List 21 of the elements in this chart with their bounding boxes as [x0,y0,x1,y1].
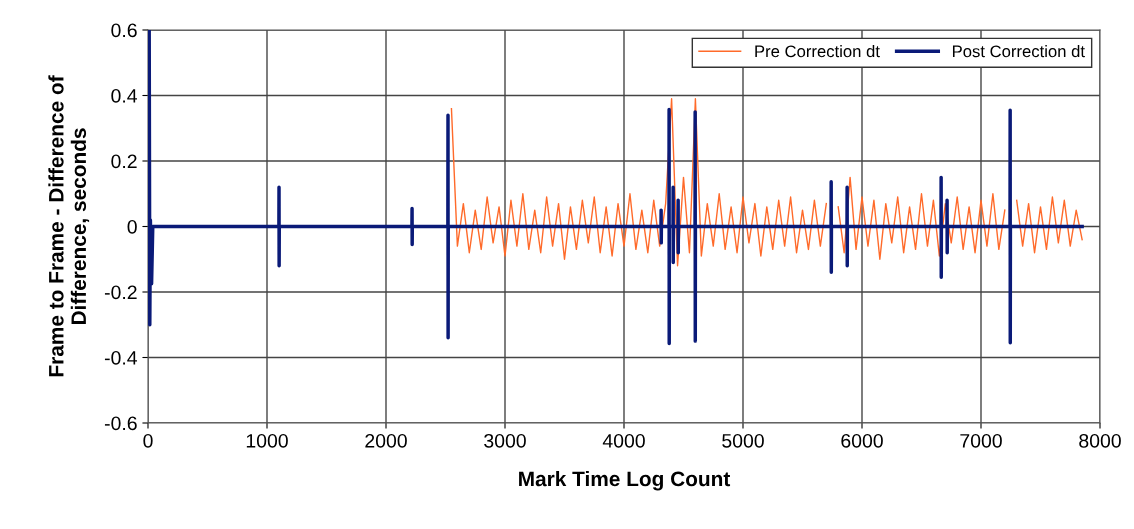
x-tick-label: 4000 [602,433,645,448]
y-tick-label: -0.2 [104,285,137,300]
line-series [148,30,1084,346]
y-tick-label: -0.4 [104,350,138,365]
x-tick-label: 7000 [960,433,1002,448]
y-tick-label: 0.2 [111,154,137,169]
x-tick-label: 2000 [365,433,407,448]
x-tick-label: 1000 [246,433,288,448]
x-tick-label: 6000 [841,433,883,448]
legend-label: Post Correction dt [952,45,1085,58]
x-tick-label: 5000 [722,433,764,448]
x-axis-title: Mark Time Log Count [519,470,731,491]
x-tick-label: 0 [143,433,153,448]
x-tick-label: 3000 [484,433,526,448]
y-tick-label: 0.6 [111,23,137,38]
y-tick-label: 0 [127,219,137,234]
y-tick-label: 0.4 [111,88,138,103]
legend-label: Pre Correction dt [755,45,880,58]
y-tick-label: -0.6 [104,416,137,431]
y-axis-title: Frame to Frame - Difference of Difference, seconds [48,75,90,377]
x-tick-label: 8000 [1079,433,1121,448]
